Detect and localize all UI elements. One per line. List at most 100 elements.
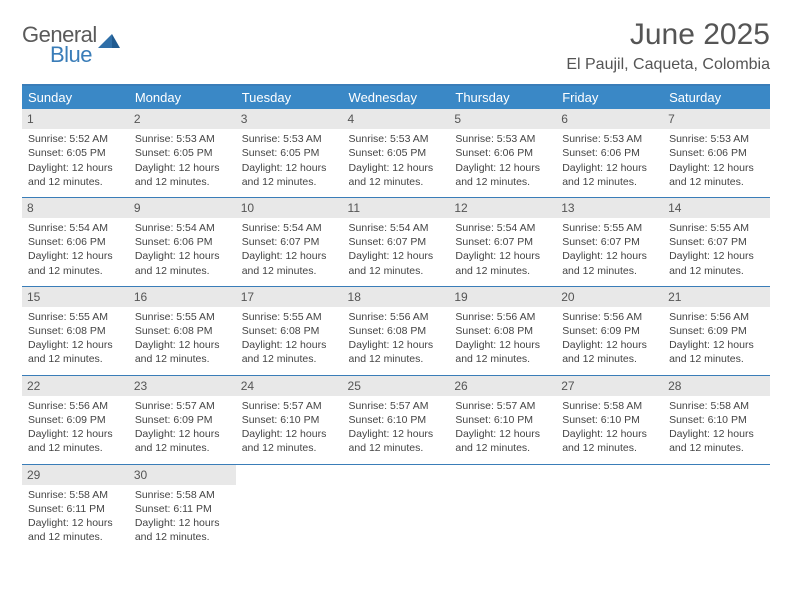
day-number: 2 [129, 109, 236, 129]
day-details: Sunrise: 5:58 AMSunset: 6:10 PMDaylight:… [560, 399, 659, 456]
daylight-line: Daylight: 12 hours and 12 minutes. [242, 427, 337, 455]
day-details: Sunrise: 5:53 AMSunset: 6:05 PMDaylight:… [133, 132, 232, 189]
daylight-line: Daylight: 12 hours and 12 minutes. [349, 427, 444, 455]
sunrise-line: Sunrise: 5:56 AM [455, 310, 550, 324]
sunset-line: Sunset: 6:06 PM [562, 146, 657, 160]
day-details: Sunrise: 5:56 AMSunset: 6:08 PMDaylight:… [347, 310, 446, 367]
calendar-day-cell: . [343, 464, 450, 552]
day-number: 30 [129, 465, 236, 485]
day-number: 3 [236, 109, 343, 129]
sunset-line: Sunset: 6:06 PM [455, 146, 550, 160]
daylight-line: Daylight: 12 hours and 12 minutes. [135, 338, 230, 366]
daylight-line: Daylight: 12 hours and 12 minutes. [562, 249, 657, 277]
calendar-day-cell: . [236, 464, 343, 552]
day-details: Sunrise: 5:56 AMSunset: 6:09 PMDaylight:… [560, 310, 659, 367]
day-number: 24 [236, 376, 343, 396]
sunset-line: Sunset: 6:05 PM [242, 146, 337, 160]
calendar-week-row: 1Sunrise: 5:52 AMSunset: 6:05 PMDaylight… [22, 109, 770, 197]
calendar-day-cell: 10 Sunrise: 5:54 AMSunset: 6:07 PMDayligh… [236, 197, 343, 286]
sunset-line: Sunset: 6:09 PM [562, 324, 657, 338]
calendar-day-cell: 29 Sunrise: 5:58 AMSunset: 6:11 PMDayligh… [22, 464, 129, 552]
day-number: 26 [449, 376, 556, 396]
sunset-line: Sunset: 6:05 PM [28, 146, 123, 160]
sunset-line: Sunset: 6:06 PM [28, 235, 123, 249]
weekday-header: Wednesday [343, 86, 450, 109]
weekday-header-row: SundayMondayTuesdayWednesdayThursdayFrid… [22, 86, 770, 109]
day-number: 10 [236, 198, 343, 218]
day-number: 9 [129, 198, 236, 218]
calendar-day-cell: 5Sunrise: 5:53 AMSunset: 6:06 PMDaylight… [449, 109, 556, 197]
brand-word-blue: Blue [50, 42, 120, 68]
day-details: Sunrise: 5:58 AMSunset: 6:11 PMDaylight:… [26, 488, 125, 545]
day-number: 23 [129, 376, 236, 396]
day-details: Sunrise: 5:54 AMSunset: 6:07 PMDaylight:… [347, 221, 446, 278]
sunrise-line: Sunrise: 5:54 AM [349, 221, 444, 235]
daylight-line: Daylight: 12 hours and 12 minutes. [349, 161, 444, 189]
daylight-line: Daylight: 12 hours and 12 minutes. [28, 516, 123, 544]
sunrise-line: Sunrise: 5:53 AM [242, 132, 337, 146]
sunset-line: Sunset: 6:08 PM [242, 324, 337, 338]
day-number: 29 [22, 465, 129, 485]
calendar-page: General Blue June 2025 El Paujil, Caquet… [0, 0, 792, 570]
sunrise-line: Sunrise: 5:54 AM [455, 221, 550, 235]
day-details: Sunrise: 5:58 AMSunset: 6:11 PMDaylight:… [133, 488, 232, 545]
day-details: Sunrise: 5:54 AMSunset: 6:07 PMDaylight:… [240, 221, 339, 278]
calendar-day-cell: 12Sunrise: 5:54 AMSunset: 6:07 PMDayligh… [449, 197, 556, 286]
sunset-line: Sunset: 6:08 PM [455, 324, 550, 338]
day-number: 5 [449, 109, 556, 129]
day-details: Sunrise: 5:57 AMSunset: 6:10 PMDaylight:… [453, 399, 552, 456]
sunrise-line: Sunrise: 5:53 AM [669, 132, 764, 146]
daylight-line: Daylight: 12 hours and 12 minutes. [455, 338, 550, 366]
day-number: 16 [129, 287, 236, 307]
calendar-day-cell: 17Sunrise: 5:55 AMSunset: 6:08 PMDayligh… [236, 286, 343, 375]
day-number: 28 [663, 376, 770, 396]
calendar-day-cell: 20 Sunrise: 5:56 AMSunset: 6:09 PMDayligh… [556, 286, 663, 375]
calendar-day-cell: 13Sunrise: 5:55 AMSunset: 6:07 PMDayligh… [556, 197, 663, 286]
daylight-line: Daylight: 12 hours and 12 minutes. [242, 249, 337, 277]
sunrise-line: Sunrise: 5:55 AM [135, 310, 230, 324]
daylight-line: Daylight: 12 hours and 12 minutes. [669, 249, 764, 277]
sunset-line: Sunset: 6:11 PM [28, 502, 123, 516]
weekday-header: Monday [129, 86, 236, 109]
calendar-day-cell: 24 Sunrise: 5:57 AMSunset: 6:10 PMDayligh… [236, 375, 343, 464]
calendar-day-cell: 28Sunrise: 5:58 AMSunset: 6:10 PMDayligh… [663, 375, 770, 464]
sunset-line: Sunset: 6:10 PM [349, 413, 444, 427]
day-details: Sunrise: 5:53 AMSunset: 6:06 PMDaylight:… [667, 132, 766, 189]
day-details: Sunrise: 5:54 AMSunset: 6:06 PMDaylight:… [133, 221, 232, 278]
day-details: Sunrise: 5:57 AMSunset: 6:10 PMDaylight:… [240, 399, 339, 456]
sunrise-line: Sunrise: 5:54 AM [28, 221, 123, 235]
day-details: Sunrise: 5:54 AMSunset: 6:06 PMDaylight:… [26, 221, 125, 278]
weekday-header: Thursday [449, 86, 556, 109]
daylight-line: Daylight: 12 hours and 12 minutes. [455, 161, 550, 189]
sunset-line: Sunset: 6:07 PM [349, 235, 444, 249]
daylight-line: Daylight: 12 hours and 12 minutes. [669, 161, 764, 189]
sunset-line: Sunset: 6:08 PM [28, 324, 123, 338]
day-details: Sunrise: 5:56 AMSunset: 6:09 PMDaylight:… [667, 310, 766, 367]
sunrise-line: Sunrise: 5:55 AM [562, 221, 657, 235]
sunset-line: Sunset: 6:07 PM [562, 235, 657, 249]
daylight-line: Daylight: 12 hours and 12 minutes. [135, 427, 230, 455]
sunrise-line: Sunrise: 5:56 AM [562, 310, 657, 324]
calendar-day-cell: 18 Sunrise: 5:56 AMSunset: 6:08 PMDayligh… [343, 286, 450, 375]
day-details: Sunrise: 5:55 AMSunset: 6:07 PMDaylight:… [667, 221, 766, 278]
day-number: 4 [343, 109, 450, 129]
calendar-day-cell: 15Sunrise: 5:55 AMSunset: 6:08 PMDayligh… [22, 286, 129, 375]
day-number: 12 [449, 198, 556, 218]
day-number: 1 [22, 109, 129, 129]
daylight-line: Daylight: 12 hours and 12 minutes. [455, 249, 550, 277]
sunrise-line: Sunrise: 5:56 AM [349, 310, 444, 324]
day-number: 18 [343, 287, 450, 307]
title-block: June 2025 El Paujil, Caqueta, Colombia [566, 18, 770, 74]
calendar-week-row: 22Sunrise: 5:56 AMSunset: 6:09 PMDayligh… [22, 375, 770, 464]
calendar-day-cell: 21Sunrise: 5:56 AMSunset: 6:09 PMDayligh… [663, 286, 770, 375]
sunrise-line: Sunrise: 5:54 AM [242, 221, 337, 235]
sunset-line: Sunset: 6:10 PM [455, 413, 550, 427]
month-title: June 2025 [566, 18, 770, 52]
calendar-day-cell: 3Sunrise: 5:53 AMSunset: 6:05 PMDaylight… [236, 109, 343, 197]
daylight-line: Daylight: 12 hours and 12 minutes. [28, 161, 123, 189]
day-details: Sunrise: 5:57 AMSunset: 6:10 PMDaylight:… [347, 399, 446, 456]
day-number: 25 [343, 376, 450, 396]
calendar-day-cell: 4Sunrise: 5:53 AMSunset: 6:05 PMDaylight… [343, 109, 450, 197]
daylight-line: Daylight: 12 hours and 12 minutes. [349, 249, 444, 277]
day-number: 20 [556, 287, 663, 307]
